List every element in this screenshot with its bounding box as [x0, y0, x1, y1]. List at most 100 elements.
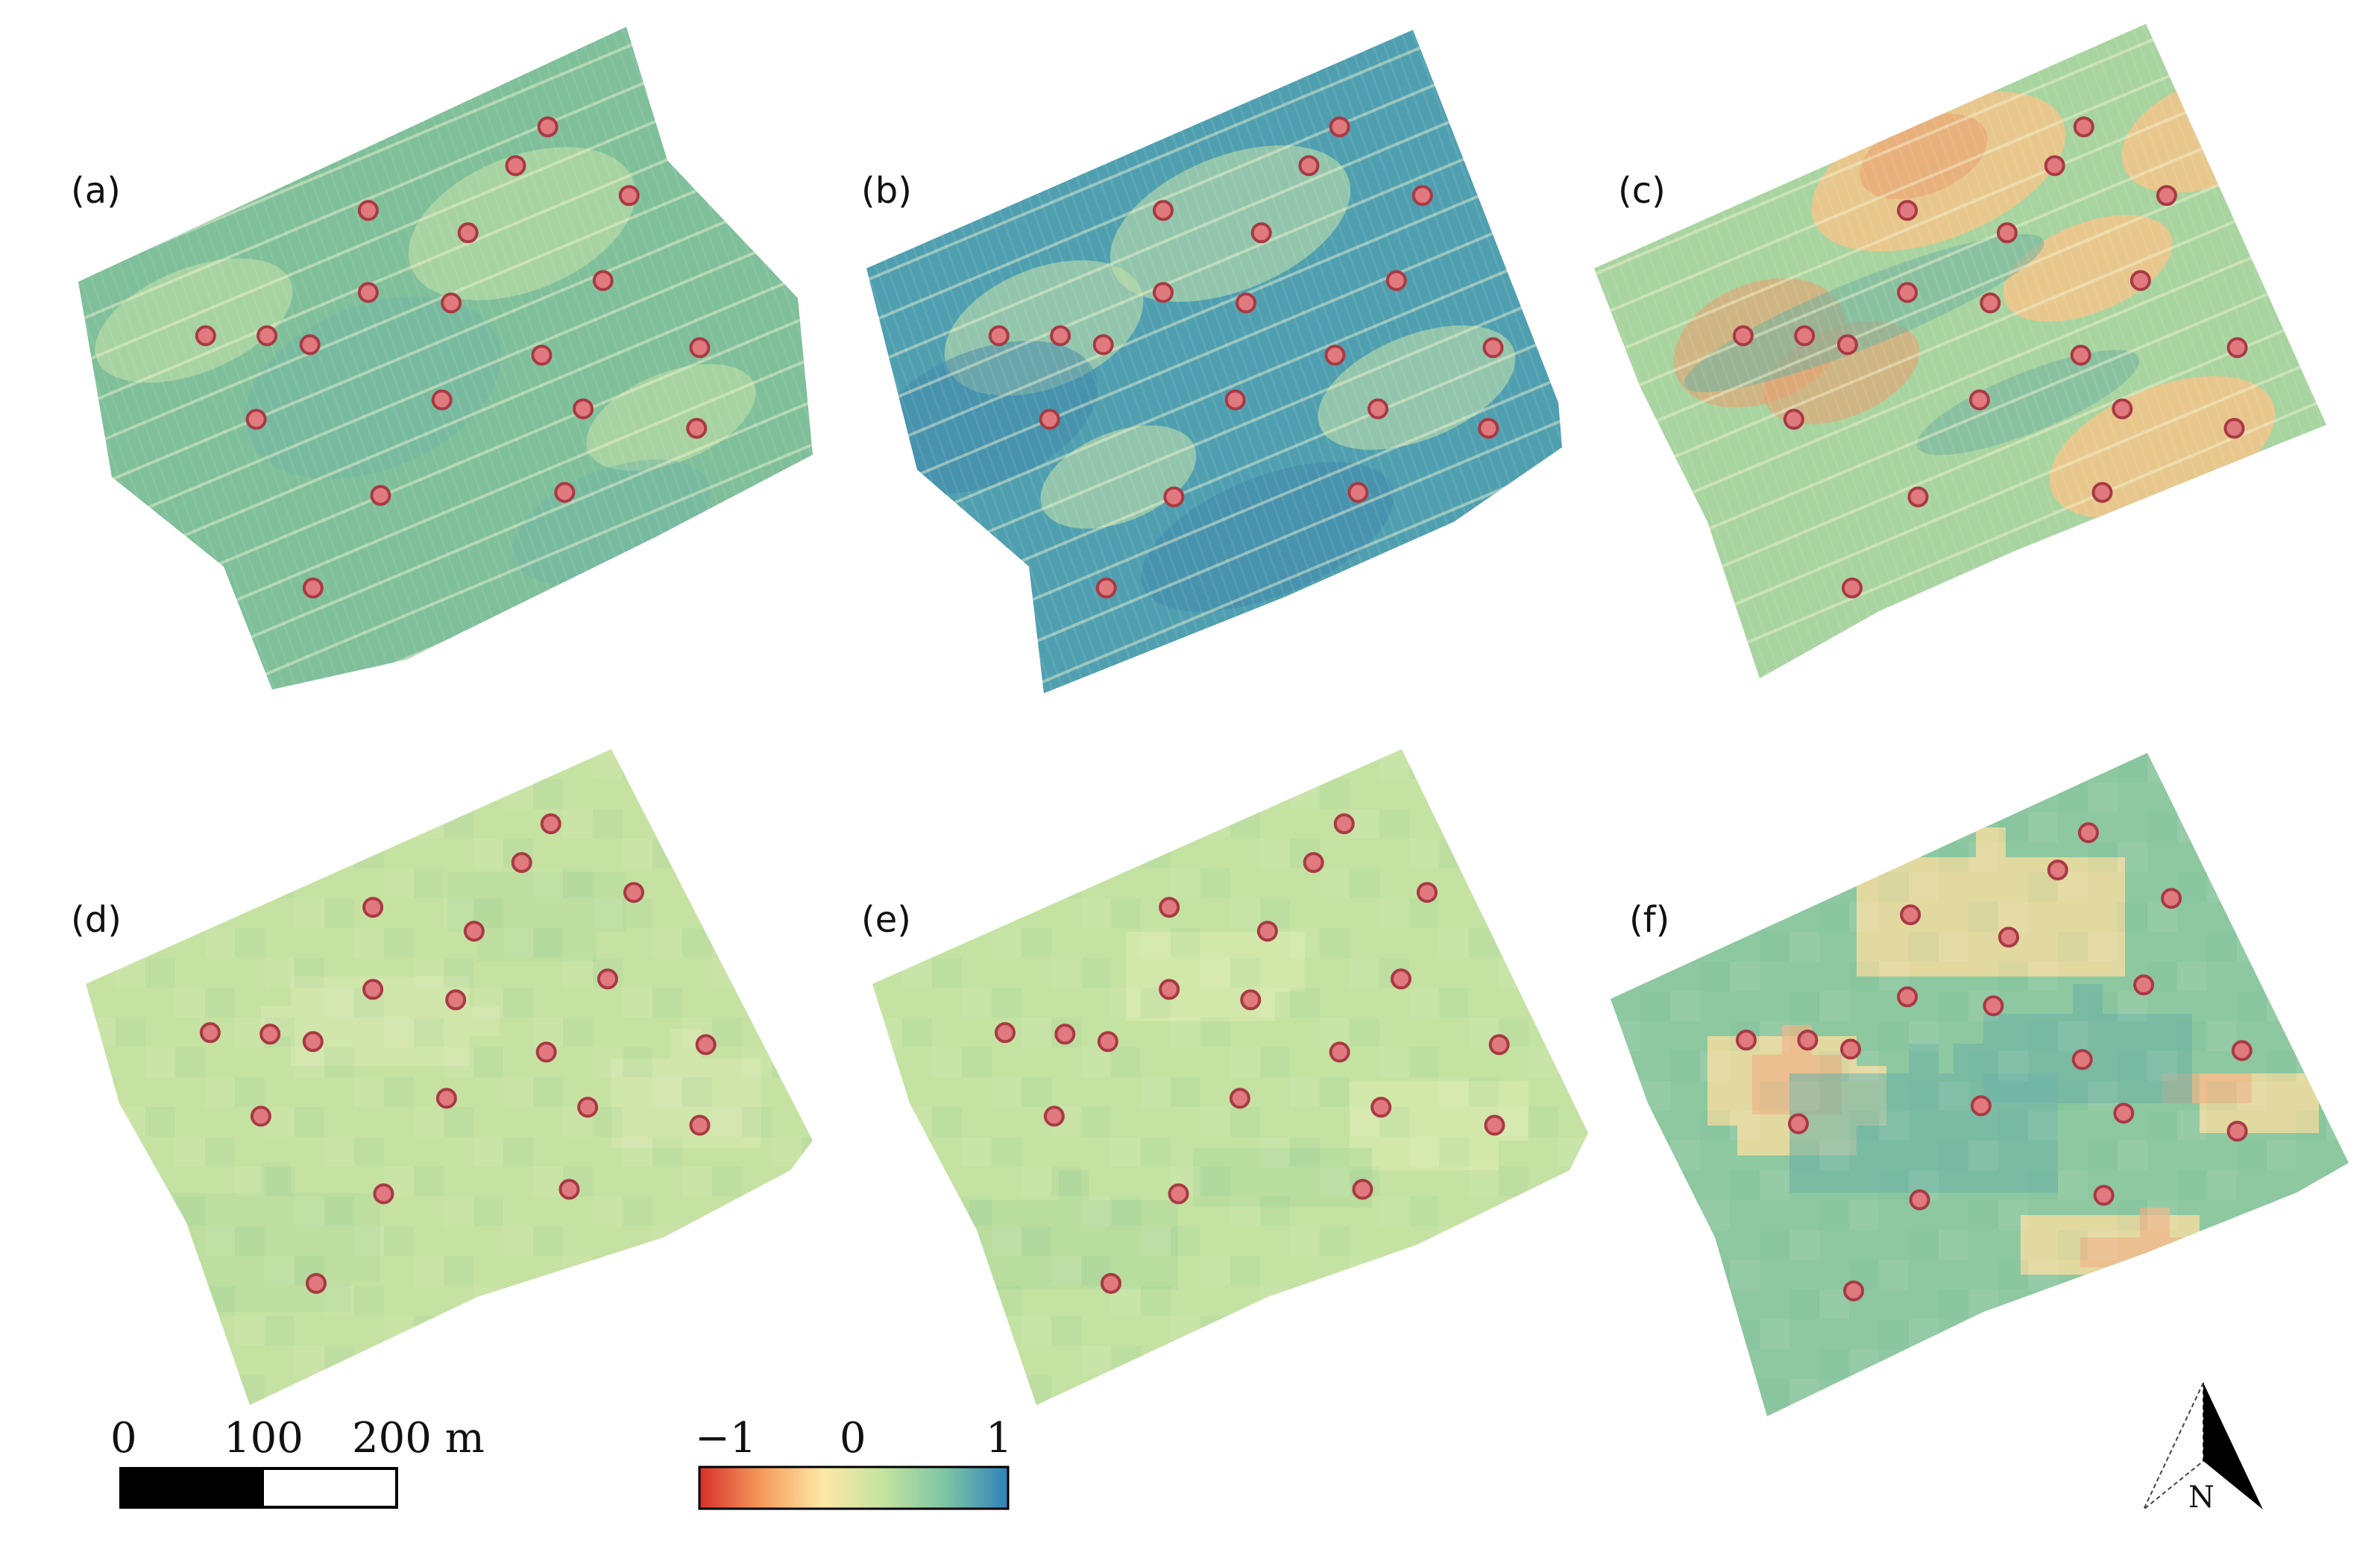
panel-f-grid-cell	[1789, 991, 1819, 1021]
panel-e-grid-cell	[1350, 1256, 1379, 1286]
panel-d-patch-cell	[321, 1252, 350, 1282]
panel-e-grid-cell	[1350, 868, 1379, 898]
sample-point	[1235, 292, 1257, 314]
panel-f-grid-cell	[2267, 1290, 2296, 1319]
panel-f-grid-cell	[2058, 1081, 2088, 1111]
panel-f-patch-cell	[2013, 1044, 2043, 1073]
panel-d-grid-cell	[116, 1107, 145, 1137]
sample-point	[1043, 1105, 1065, 1127]
panel-f-patch-cell	[1916, 947, 1946, 976]
panel-e-patch-cell	[1156, 932, 1186, 962]
panel-e-grid-cell	[1081, 1196, 1111, 1226]
panel-e-patch-cell	[1282, 1178, 1312, 1208]
panel-e-grid-cell	[1558, 1047, 1588, 1077]
panel-d-grid-cell	[86, 1167, 116, 1196]
panel-f-grid-cell	[1939, 991, 1968, 1021]
panel-e-grid-cell	[1021, 868, 1051, 898]
panel-d-patch-cell	[731, 1058, 761, 1088]
panel-d-points	[199, 813, 717, 1294]
panel-f-grid-cell	[1849, 902, 1879, 932]
panel-f-grid-cell	[1909, 932, 1939, 962]
panel-f-grid-cell	[1611, 1021, 1640, 1051]
panel-a-texture	[78, 27, 813, 690]
panel-d-patch-cell	[440, 1006, 470, 1036]
panel-f-grid-cell	[2267, 842, 2296, 872]
sample-point	[2073, 116, 2094, 138]
panel-d-grid-cell	[593, 1196, 623, 1226]
panel-f-patch-cell	[2028, 1133, 2058, 1163]
panel-f-points	[1736, 822, 2252, 1302]
panel-f-grid-cell	[1670, 1051, 1700, 1081]
panel-d-grid-cell	[742, 898, 772, 928]
sample-point	[445, 989, 467, 1011]
sample-point	[1347, 482, 1369, 503]
panel-e-grid-cell	[1141, 1137, 1171, 1167]
panel-f-patch-cell	[1946, 947, 1976, 976]
panel-d-patch-cell	[201, 1193, 231, 1222]
panel-d-grid-cell	[205, 1286, 235, 1316]
panel-d-grid-cell	[563, 868, 593, 898]
panel-d-grid-cell	[235, 1375, 265, 1405]
panel-f-patch-cell	[2065, 887, 2095, 917]
panel-e-grid-cell	[1379, 898, 1409, 928]
sample-point	[1303, 852, 1324, 874]
panel-f-grid-cell	[2207, 1230, 2237, 1260]
sample-point	[302, 1031, 324, 1053]
panel-d-grid-cell	[593, 809, 623, 839]
panel-f-patch-cell	[2073, 984, 2103, 1014]
sample-point	[511, 852, 532, 874]
panel-b: (b)	[861, 30, 1562, 693]
panel-c-flight-line	[1594, 24, 2326, 48]
panel-f-grid-cell	[1879, 1111, 1909, 1140]
panel-e-grid-cell	[1141, 1375, 1171, 1405]
panel-e-patch-cell	[969, 1260, 999, 1290]
panel-f-grid-cell	[1819, 1140, 1849, 1170]
panel-e-grid-cell	[1290, 1286, 1320, 1316]
sample-point	[573, 398, 594, 420]
panel-f-grid-cell	[1879, 813, 1909, 842]
panel-d-grid-cell	[533, 1375, 563, 1405]
panel-e-patch-cell	[1193, 1178, 1223, 1208]
panel-f-grid-cell	[2028, 962, 2058, 991]
panel-f-patch-cell	[1707, 1066, 1737, 1096]
sample-point	[1324, 344, 1346, 366]
sample-point	[558, 1179, 580, 1200]
panel-e-grid-cell	[1469, 928, 1499, 958]
panel-e-grid-cell	[932, 749, 962, 779]
panel-e-patch-cell	[1193, 1148, 1223, 1178]
sample-point	[2113, 1102, 2135, 1124]
panel-d-grid-cell	[414, 1316, 444, 1345]
panel-f-patch-cell	[1752, 1055, 1782, 1085]
panel-d-grid-cell	[682, 779, 712, 809]
colorbar-ramp	[698, 1465, 1010, 1510]
panel-e-grid-cell	[1171, 1077, 1200, 1107]
panel-d-patch-cell	[410, 1036, 440, 1066]
panel-f-grid-cell	[2207, 1081, 2237, 1111]
panel-d-grid-cell	[354, 1077, 384, 1107]
sample-point	[2071, 1049, 2093, 1070]
panel-e-patch-cell	[1223, 1148, 1253, 1178]
panel-e-patch-cell	[1126, 932, 1156, 962]
panel-f-grid-cell	[1909, 783, 1939, 813]
sample-point	[2129, 270, 2151, 291]
panel-f-grid-cell	[2296, 1409, 2326, 1416]
panel-e-grid-cell	[962, 1345, 992, 1375]
sample-point	[245, 408, 267, 430]
panel-d-grid-cell	[295, 1107, 324, 1137]
panel-f-grid-cell	[2147, 1200, 2177, 1230]
panel-e-grid-cell	[1320, 1167, 1350, 1196]
sample-point	[1163, 486, 1185, 508]
panel-f-grid-cell	[2207, 1319, 2237, 1349]
panel-d-grid-cell	[802, 1286, 813, 1316]
panel-f-grid-cell	[1909, 1021, 1939, 1051]
panel-f-patch-cell	[2036, 917, 2065, 947]
panel-d-grid-cell	[86, 1077, 116, 1107]
north-arrow-label: N	[2188, 1480, 2214, 1515]
panel-d-grid-cell	[533, 1226, 563, 1256]
panel-d-grid-cell	[86, 1316, 116, 1345]
panel-d-grid-cell	[682, 1167, 712, 1196]
panel-f-grid-cell	[1998, 1349, 2028, 1379]
panel-d-patch-cell	[201, 1222, 231, 1252]
panel-e-grid-cell	[1469, 1375, 1499, 1405]
panel-d-grid-cell	[354, 928, 384, 958]
